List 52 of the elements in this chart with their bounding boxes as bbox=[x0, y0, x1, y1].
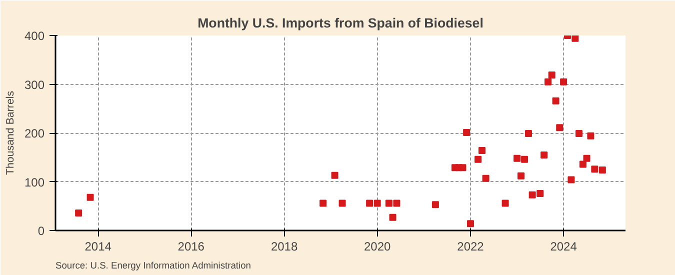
x-tick-label: 2022 bbox=[457, 240, 484, 254]
x-tick-label: 2014 bbox=[84, 240, 112, 254]
source-note: Source: U.S. Energy Information Administration bbox=[56, 260, 251, 270]
x-tick-label: 2018 bbox=[270, 240, 298, 254]
y-tick-label: 100 bbox=[24, 175, 45, 190]
point bbox=[366, 200, 374, 207]
point bbox=[374, 200, 381, 207]
point bbox=[579, 160, 586, 168]
point bbox=[583, 154, 590, 162]
point bbox=[75, 209, 82, 216]
x-tick-label: 2020 bbox=[364, 240, 392, 254]
point bbox=[528, 191, 536, 198]
chart-title: Monthly U.S. Imports from Spain of Biodiesel bbox=[198, 16, 484, 30]
point bbox=[474, 156, 482, 163]
x-tick-label: 2024 bbox=[550, 240, 578, 254]
point bbox=[338, 200, 346, 207]
y-tick-label: 0 bbox=[38, 224, 45, 238]
point bbox=[548, 71, 556, 78]
point bbox=[525, 130, 532, 137]
point bbox=[591, 166, 598, 173]
point bbox=[320, 200, 327, 207]
point bbox=[572, 36, 579, 42]
point bbox=[517, 172, 524, 180]
point bbox=[521, 156, 528, 163]
point bbox=[467, 220, 474, 228]
point bbox=[587, 132, 594, 140]
point bbox=[86, 194, 94, 201]
y-tick-label: 400 bbox=[24, 29, 45, 43]
y-tick-label: 300 bbox=[24, 78, 45, 92]
point bbox=[514, 154, 521, 162]
point bbox=[536, 190, 544, 197]
point bbox=[552, 97, 560, 104]
point bbox=[393, 200, 400, 207]
point bbox=[502, 200, 509, 207]
point bbox=[463, 129, 470, 136]
point bbox=[540, 151, 548, 158]
x-tick-label: 2016 bbox=[178, 240, 205, 254]
point bbox=[598, 166, 606, 174]
y-tick-label: 200 bbox=[24, 126, 45, 140]
point bbox=[385, 200, 392, 207]
point bbox=[478, 147, 486, 154]
point bbox=[556, 124, 564, 132]
point bbox=[432, 201, 439, 208]
point bbox=[331, 172, 338, 179]
point bbox=[482, 174, 490, 182]
point bbox=[544, 78, 552, 86]
y-axis-title: Thousand Barrels bbox=[4, 90, 16, 176]
point bbox=[389, 214, 396, 221]
point bbox=[459, 164, 466, 172]
point bbox=[560, 78, 568, 86]
point bbox=[568, 176, 575, 184]
point bbox=[575, 130, 582, 137]
